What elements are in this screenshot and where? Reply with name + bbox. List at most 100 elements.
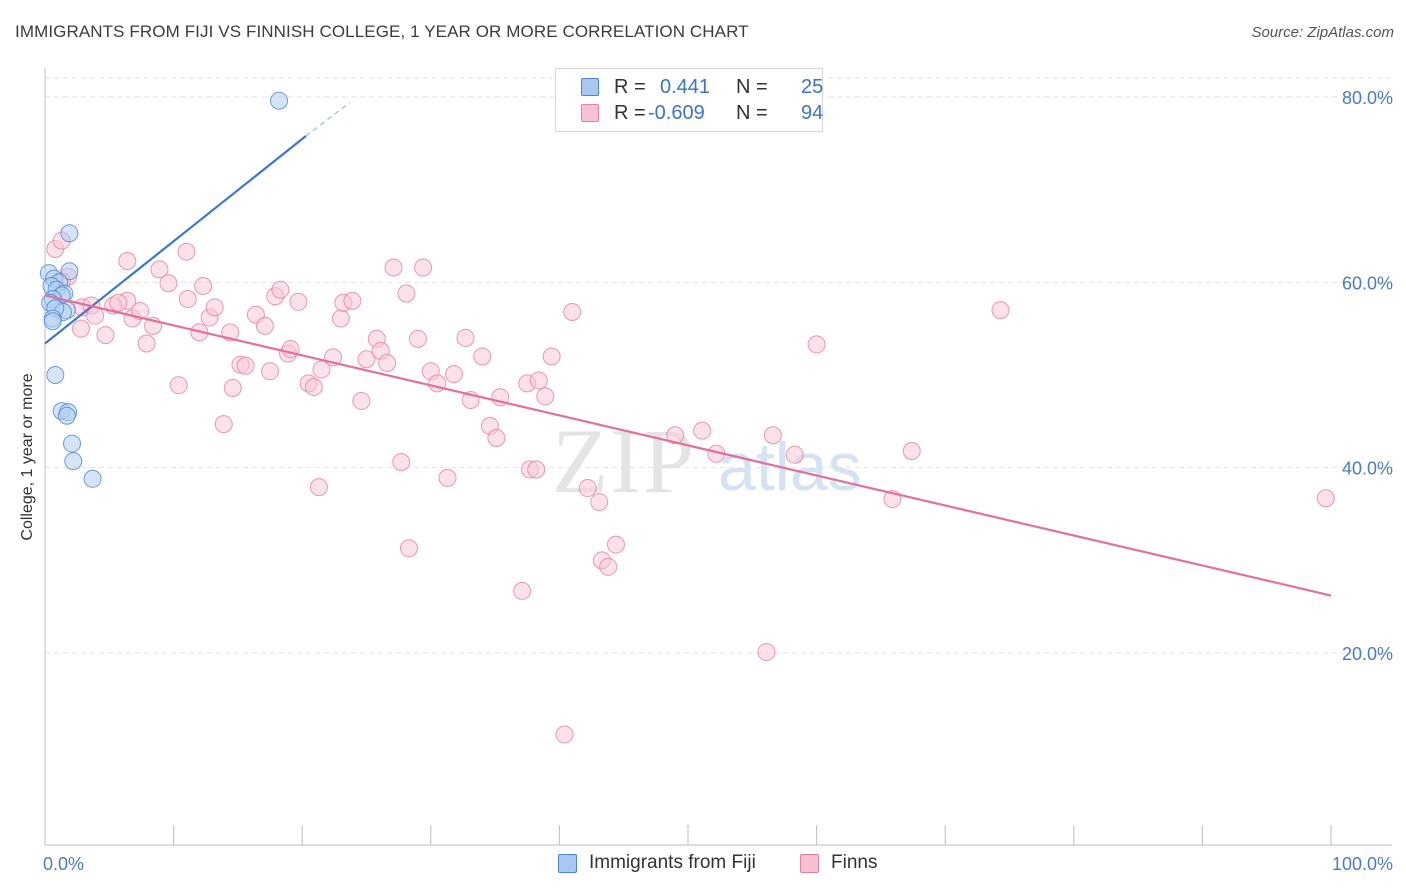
- finns-point: [205, 298, 224, 317]
- y-tick-label: 60.0%: [1342, 273, 1393, 293]
- finns-point: [991, 301, 1010, 320]
- x-tick-label: 100.0%: [1332, 854, 1393, 874]
- finns-point: [397, 284, 416, 303]
- finns-point: [378, 353, 397, 372]
- fiji-swatch: [581, 78, 599, 96]
- legend-item-finns[interactable]: Finns: [800, 852, 877, 874]
- n-label: N =: [736, 75, 768, 98]
- fiji-trend-line: [44, 135, 307, 345]
- finns-point: [271, 280, 290, 299]
- finns-point: [590, 492, 609, 511]
- fiji-n-value: 25: [801, 75, 824, 98]
- finns-point: [352, 391, 371, 410]
- finns-point: [487, 429, 506, 448]
- finns-point: [555, 725, 574, 744]
- finns-trend-line: [44, 294, 1332, 597]
- finns-point: [194, 277, 213, 296]
- chart-title: IMMIGRANTS FROM FIJI VS FINNISH COLLEGE,…: [15, 22, 749, 41]
- watermark: ZIP atlas: [552, 410, 862, 512]
- axes: [44, 68, 1392, 846]
- finns-point: [304, 378, 323, 397]
- finns-point: [456, 328, 475, 347]
- r-label: R =: [614, 75, 646, 98]
- finns-point: [473, 347, 492, 366]
- finns-point: [331, 309, 350, 328]
- finns-point: [236, 356, 255, 375]
- finns-point: [902, 441, 921, 460]
- finns-point: [444, 365, 463, 384]
- finns-point: [150, 260, 169, 279]
- finns-point: [384, 258, 403, 277]
- finns-r-value: -0.609: [648, 101, 705, 124]
- x-tick-label: 0.0%: [43, 854, 84, 874]
- y-tick-label: 80.0%: [1342, 88, 1393, 108]
- finns-point: [289, 292, 308, 311]
- finns-point: [255, 316, 274, 335]
- finns-point: [606, 535, 625, 554]
- r-label: R =: [614, 101, 646, 124]
- finns-point: [178, 290, 197, 309]
- finns-point: [599, 557, 618, 576]
- finns-point: [177, 242, 196, 261]
- finns-point: [578, 479, 597, 498]
- finns-point: [72, 319, 91, 338]
- finns-point: [414, 258, 433, 277]
- finns-point: [109, 293, 128, 312]
- fiji-legend-swatch: [558, 853, 577, 873]
- finns-point: [693, 421, 712, 440]
- finns-point: [343, 291, 362, 310]
- fiji-trend-extension: [305, 102, 351, 137]
- finns-point: [392, 453, 411, 472]
- fiji-point: [46, 366, 65, 384]
- fiji-point: [60, 224, 79, 243]
- legend-item-fiji[interactable]: Immigrants from Fiji: [558, 852, 756, 874]
- finns-point: [763, 426, 782, 445]
- fiji-point: [63, 434, 82, 453]
- fiji-point: [60, 262, 79, 281]
- fiji-point: [64, 452, 83, 471]
- y-tick-label: 20.0%: [1342, 644, 1393, 664]
- finns-point: [159, 274, 178, 293]
- finns-point: [529, 371, 548, 390]
- finns-point: [261, 362, 280, 381]
- finns-points: [46, 231, 1335, 744]
- finns-point: [137, 334, 156, 353]
- finns-point: [807, 335, 826, 354]
- finns-point: [563, 302, 582, 321]
- watermark-atlas: atlas: [718, 429, 862, 505]
- trend-lines: [44, 102, 1332, 597]
- fiji-point: [57, 406, 76, 425]
- tick-labels: 20.0% 40.0% 60.0% 80.0% 0.0% 100.0%: [43, 88, 1393, 874]
- legend-label-fiji: Immigrants from Fiji: [589, 852, 756, 873]
- finns-legend-swatch: [800, 853, 819, 873]
- finns-point: [118, 252, 137, 271]
- finns-point: [223, 378, 242, 397]
- finns-point: [757, 643, 776, 662]
- fiji-r-value: 0.441: [660, 75, 711, 98]
- finns-point: [309, 478, 328, 497]
- finns-n-value: 94: [801, 101, 824, 124]
- finns-point: [513, 581, 532, 600]
- fiji-point: [270, 91, 289, 110]
- finns-point: [1316, 489, 1335, 508]
- finns-point: [214, 415, 233, 434]
- fiji-points: [39, 91, 289, 488]
- legend-label-finns: Finns: [831, 852, 878, 873]
- finns-point: [96, 326, 115, 345]
- finns-point: [536, 387, 555, 406]
- finns-point: [438, 468, 457, 487]
- finns-point: [169, 376, 188, 395]
- watermark-zip: ZIP: [552, 410, 696, 512]
- fiji-point: [43, 312, 62, 331]
- finns-point: [666, 426, 685, 445]
- finns-point: [785, 445, 804, 464]
- finns-point: [399, 539, 418, 558]
- finns-point: [542, 347, 561, 366]
- finns-point: [408, 329, 427, 348]
- finns-point: [357, 350, 376, 369]
- y-tick-label: 40.0%: [1342, 459, 1393, 479]
- finns-point: [131, 302, 150, 321]
- finns-swatch: [581, 104, 599, 122]
- fiji-point: [83, 469, 102, 488]
- series-legend: Immigrants from Fiji Finns: [0, 852, 1406, 876]
